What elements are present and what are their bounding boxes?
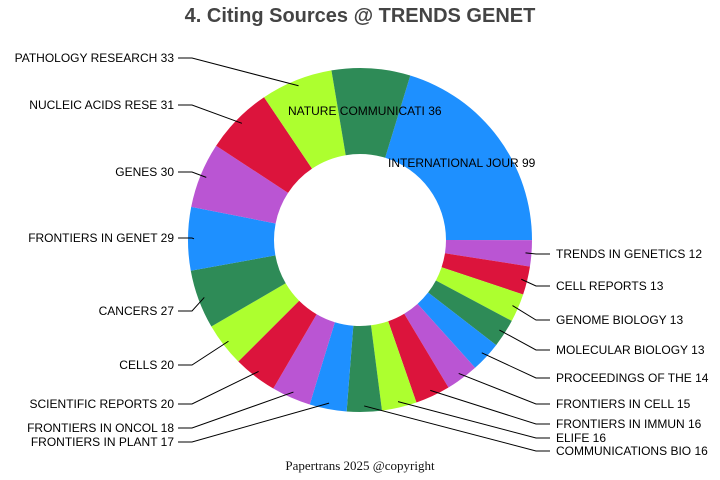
leader-line-15 — [178, 237, 195, 240]
leader-line-4 — [499, 329, 550, 351]
slice-12 — [238, 300, 317, 389]
leader-line-13 — [178, 340, 229, 366]
slice-3 — [435, 267, 524, 321]
slice-13 — [211, 283, 300, 362]
leader-line-14 — [178, 297, 205, 312]
leader-line-6 — [458, 373, 550, 405]
leader-line-17 — [178, 104, 243, 124]
slice-label-10: FRONTIERS IN PLANT 17 — [31, 435, 174, 449]
leader-line-10 — [178, 402, 330, 443]
slice-14 — [190, 255, 286, 327]
leader-line-9 — [364, 405, 550, 452]
slice-label-0: INTERNATIONAL JOUR 99 — [388, 156, 536, 170]
slice-2 — [441, 253, 530, 295]
leader-line-8 — [397, 401, 550, 439]
slice-label-8: ELIFE 16 — [556, 431, 606, 445]
slice-8 — [370, 321, 417, 411]
slice-label-5: PROCEEDINGS OF THE 14 — [556, 371, 709, 385]
slice-label-12: SCIENTIFIC REPORTS 20 — [30, 397, 175, 411]
slice-19 — [331, 68, 411, 158]
slice-label-16: GENES 30 — [115, 165, 174, 179]
slice-label-6: FRONTIERS IN CELL 15 — [556, 397, 691, 411]
slice-5 — [417, 292, 497, 368]
slice-label-9: COMMUNICATIONS BIO 16 — [556, 444, 708, 458]
slice-18 — [264, 70, 346, 169]
slice-6 — [404, 303, 476, 388]
slice-label-15: FRONTIERS IN GENET 29 — [28, 231, 174, 245]
leader-line-7 — [430, 389, 550, 425]
leader-line-5 — [481, 352, 550, 379]
slice-16 — [191, 145, 289, 224]
slice-label-7: FRONTIERS IN IMMUN 16 — [556, 417, 702, 431]
slice-9 — [346, 325, 382, 412]
slice-0 — [385, 75, 532, 241]
slice-label-14: CANCERS 27 — [99, 304, 175, 318]
slice-4 — [428, 280, 512, 346]
slice-label-3: GENOME BIOLOGY 13 — [556, 313, 683, 327]
leader-line-16 — [178, 171, 207, 178]
slice-label-17: NUCLEIC ACIDS RESE 31 — [29, 98, 174, 112]
slice-11 — [273, 314, 335, 405]
chart-title: 4. Citing Sources @ TRENDS GENET — [184, 5, 536, 27]
leader-line-3 — [512, 305, 550, 321]
leader-line-1 — [525, 252, 550, 255]
leader-line-11 — [178, 391, 294, 429]
slice-label-4: MOLECULAR BIOLOGY 13 — [556, 343, 705, 357]
slice-label-19: NATURE COMMUNICATI 36 — [288, 104, 442, 118]
leader-line-12 — [178, 370, 259, 405]
slice-label-2: CELL REPORTS 13 — [556, 279, 664, 293]
slice-label-11: FRONTIERS IN ONCOL 18 — [27, 421, 174, 435]
copyright-footer: Papertrans 2025 @copyright — [285, 458, 435, 473]
slice-label-1: TRENDS IN GENETICS 12 — [556, 247, 702, 261]
slice-1 — [444, 240, 532, 267]
leader-line-18 — [178, 57, 299, 87]
slice-15 — [188, 206, 276, 271]
slice-10 — [309, 322, 354, 412]
slice-17 — [216, 97, 313, 193]
slice-label-13: CELLS 20 — [119, 358, 174, 372]
leader-line-2 — [521, 278, 550, 287]
slice-7 — [388, 313, 449, 403]
slice-label-18: PATHOLOGY RESEARCH 33 — [15, 51, 175, 65]
